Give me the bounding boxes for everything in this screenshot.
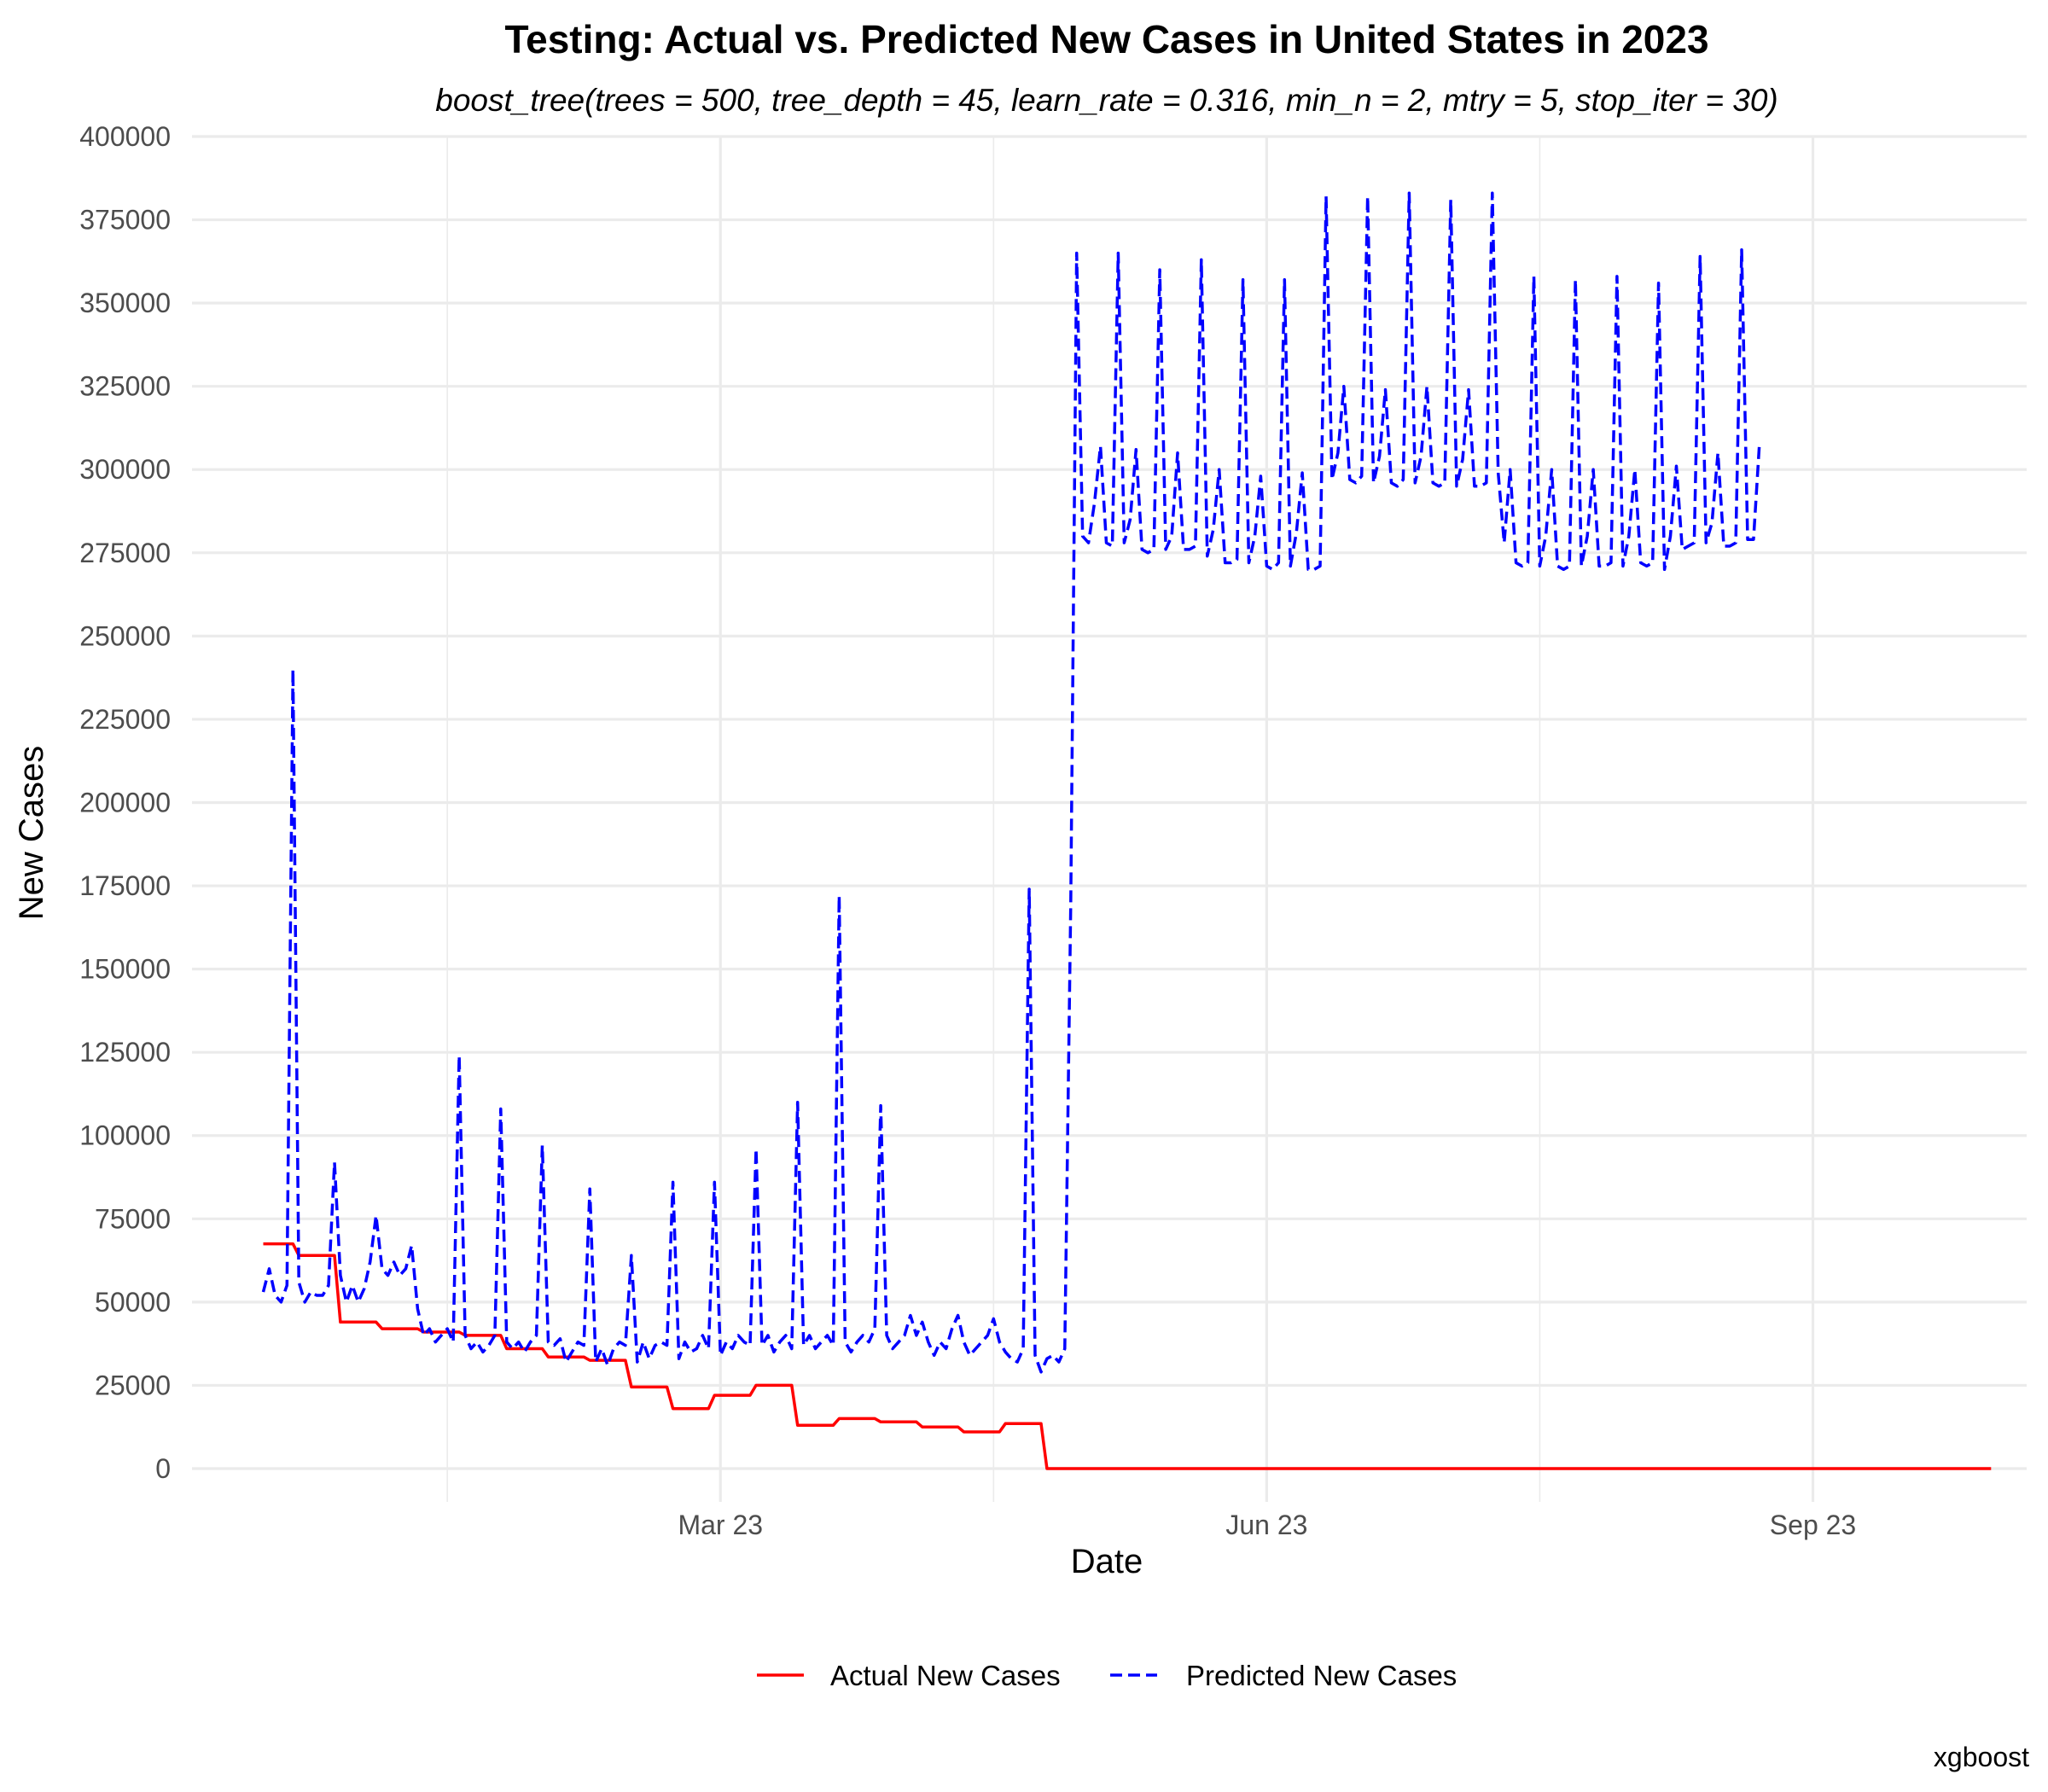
y-axis-title: New Cases [13, 746, 50, 921]
y-tick-label: 400000 [79, 121, 171, 152]
legend-label-predicted: Predicted New Cases [1186, 1660, 1457, 1691]
y-tick-label: 300000 [79, 454, 171, 485]
y-tick-label: 350000 [79, 288, 171, 318]
y-tick-label: 150000 [79, 954, 171, 985]
series-line-actual [263, 1242, 1992, 1470]
series-line-predicted [261, 191, 1761, 1374]
y-tick-label: 75000 [95, 1203, 171, 1234]
y-tick-label: 0 [155, 1453, 171, 1484]
chart-title: Testing: Actual vs. Predicted New Cases … [504, 17, 1708, 61]
y-tick-label: 225000 [79, 704, 171, 735]
y-tick-label: 50000 [95, 1287, 171, 1318]
x-tick-label: Sep 23 [1770, 1510, 1856, 1540]
y-axis-ticks: 0 25000 50000 75000 100000 125000 150000 175000… [79, 121, 171, 1484]
y-tick-label: 125000 [79, 1037, 171, 1068]
y-tick-label: 275000 [79, 538, 171, 568]
plot-series [261, 191, 1992, 1470]
y-tick-label: 325000 [79, 371, 171, 402]
y-tick-label: 250000 [79, 620, 171, 651]
y-tick-label: 175000 [79, 870, 171, 901]
x-tick-label: Jun 23 [1225, 1510, 1307, 1540]
caption: xgboost [1934, 1742, 2029, 1772]
x-axis-ticks: Mar 23 Jun 23 Sep 23 [678, 1510, 1856, 1540]
y-tick-label: 375000 [79, 205, 171, 236]
x-axis-title: Date [1071, 1543, 1143, 1580]
y-tick-label: 200000 [79, 787, 171, 817]
chart-subtitle: boost_tree(trees = 500, tree_depth = 45,… [435, 83, 1777, 118]
y-tick-label: 25000 [95, 1370, 171, 1400]
legend: Actual New Cases Predicted New Cases [757, 1660, 1457, 1691]
gridlines [192, 135, 2027, 1502]
y-tick-label: 100000 [79, 1120, 171, 1151]
x-tick-label: Mar 23 [678, 1510, 763, 1540]
legend-label-actual: Actual New Cases [830, 1660, 1061, 1691]
